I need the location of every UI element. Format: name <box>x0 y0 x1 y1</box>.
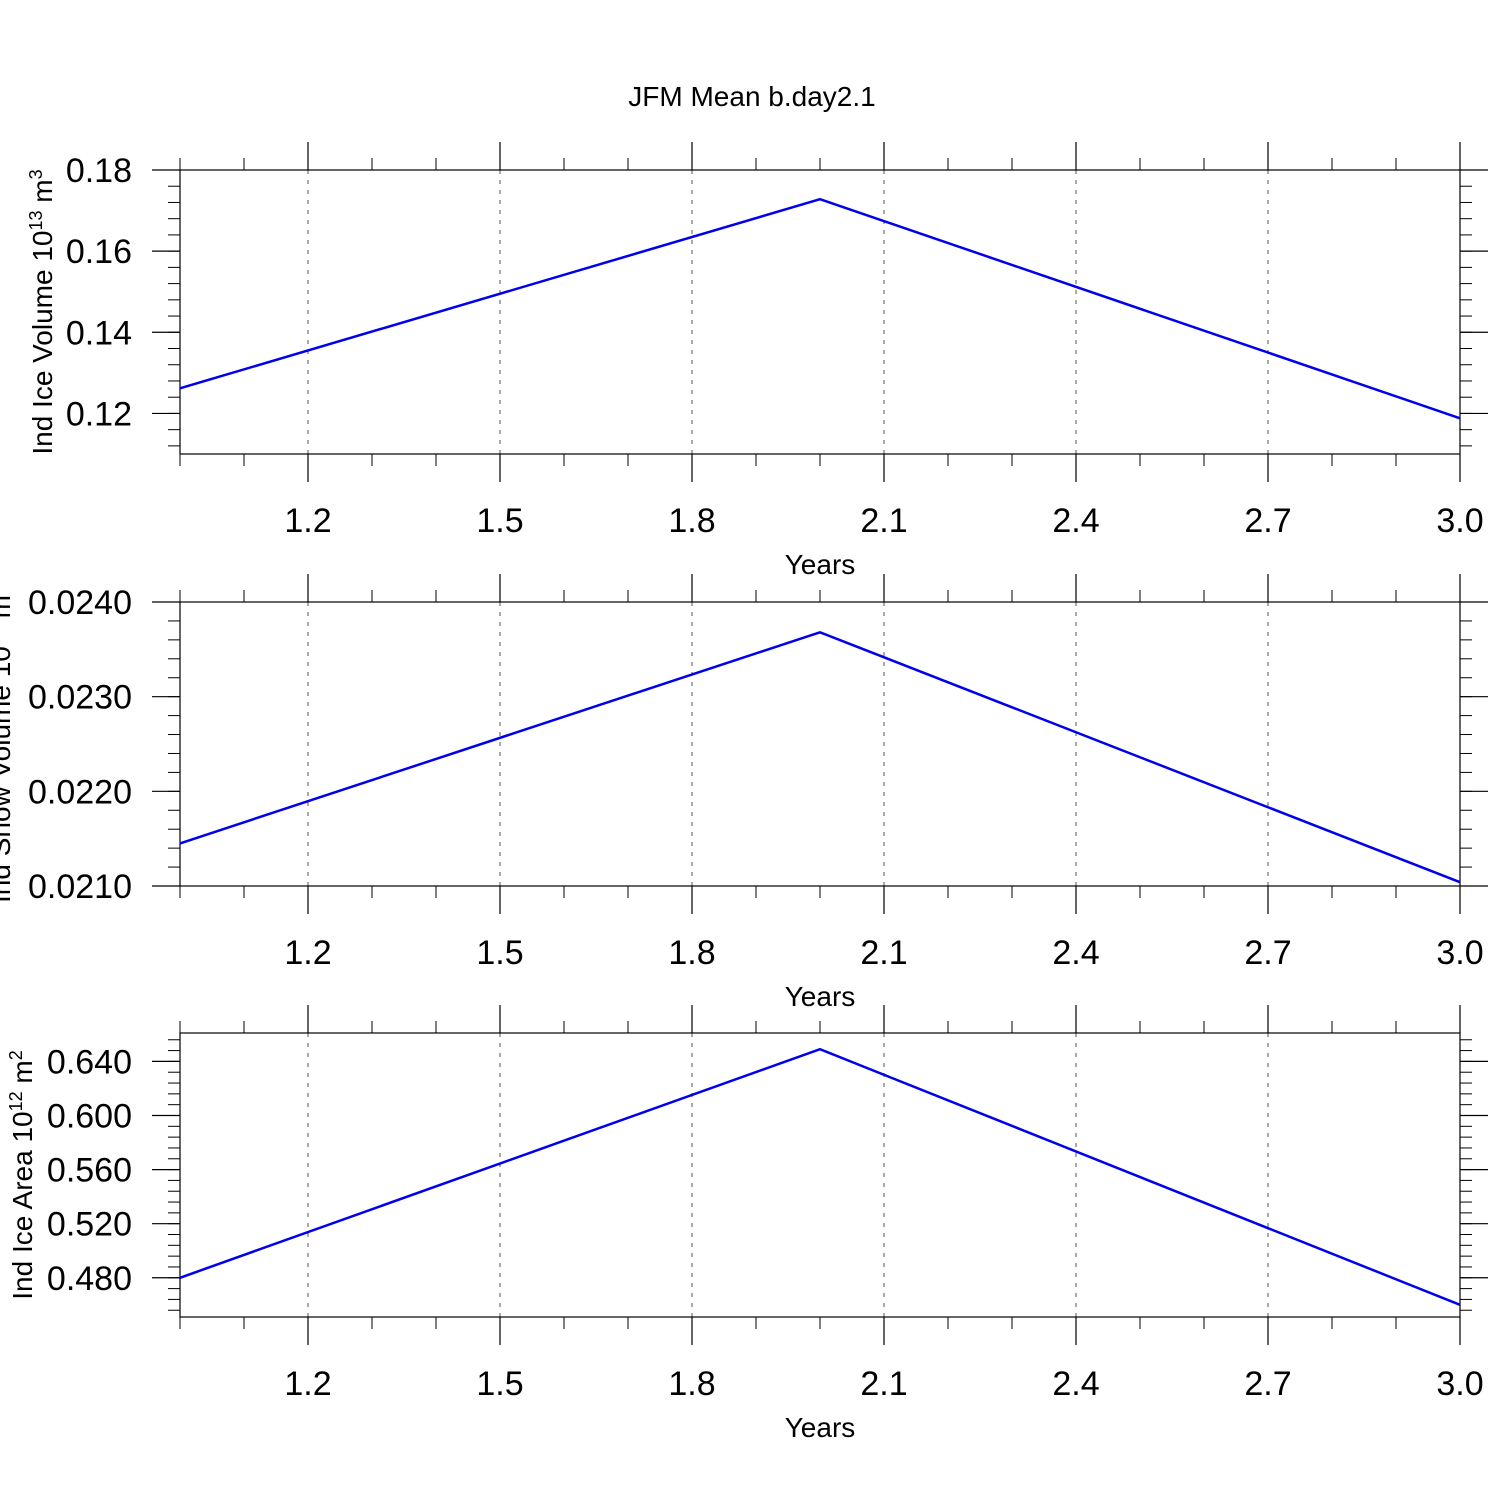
panel-ice-volume: 1.2 1.5 1.8 2.1 2.4 2.7 3.0 0.12 0.14 0.16 0.18 Yea… <box>26 142 1488 580</box>
x-tick-label: 2.7 <box>1244 502 1291 540</box>
y-tick-label: 0.0220 <box>28 773 132 811</box>
y-axis-title-unit: m <box>7 1060 38 1091</box>
x-tick-label: 2.7 <box>1244 934 1291 972</box>
y-axis-title-exponent: 12 <box>6 1091 26 1111</box>
x-tick-label: 2.1 <box>860 502 907 540</box>
y-tick-label: 0.18 <box>66 152 132 190</box>
x-tick-label: 1.8 <box>668 502 715 540</box>
y-axis-title-base: Ind Ice Area 10 <box>7 1111 38 1299</box>
y-axis-title-exponent: 13 <box>26 210 46 230</box>
y-axis-title: Ind Ice Volume 1013 m3 <box>26 169 58 454</box>
y-axis-title-unit-exponent: 2 <box>6 1050 26 1060</box>
y-tick-label: 0.16 <box>66 233 132 271</box>
y-axis-title: Ind Snow Volume 1013 m3 <box>0 585 16 903</box>
x-tick-label: 3.0 <box>1436 1365 1483 1403</box>
x-tick-label: 1.2 <box>284 1365 331 1403</box>
x-tick-label: 3.0 <box>1436 502 1483 540</box>
figure-title: JFM Mean b.day2.1 <box>628 81 875 112</box>
x-tick-label: 1.2 <box>284 502 331 540</box>
x-tick-label: 2.4 <box>1052 934 1099 972</box>
y-tick-label: 0.0210 <box>28 868 132 906</box>
y-tick-label: 0.640 <box>47 1043 132 1081</box>
series-line <box>179 1047 1461 1306</box>
y-tick-label: 0.14 <box>66 314 132 352</box>
y-axis-title-base: Ind Snow Volume 10 <box>0 646 16 903</box>
y-tick-label: 0.12 <box>66 395 132 433</box>
panel-ice-area: 1.2 1.5 1.8 2.1 2.4 2.7 3.0 0.480 0.520 0.560 0.60… <box>6 1005 1488 1443</box>
y-tick-label: 0.480 <box>47 1260 132 1298</box>
x-tick-label: 2.1 <box>860 934 907 972</box>
y-axis-title: Ind Ice Area 1012 m2 <box>6 1050 38 1300</box>
x-tick-label: 1.2 <box>284 934 331 972</box>
x-tick-label: 2.4 <box>1052 1365 1099 1403</box>
x-tick-label: 3.0 <box>1436 934 1483 972</box>
y-axis-title-exponent: 13 <box>0 626 4 646</box>
y-axis-title-unit: m <box>0 595 16 626</box>
x-tick-label: 1.5 <box>476 934 523 972</box>
x-tick-label: 2.1 <box>860 1365 907 1403</box>
x-tick-label: 1.8 <box>668 934 715 972</box>
y-tick-label: 0.0230 <box>28 679 132 717</box>
x-axis-title: Years <box>785 981 856 1012</box>
x-tick-label: 1.5 <box>476 1365 523 1403</box>
y-tick-label: 0.560 <box>47 1152 132 1190</box>
x-tick-label: 1.8 <box>668 1365 715 1403</box>
y-axis-title-base: Ind Ice Volume 10 <box>27 231 58 455</box>
y-tick-label: 0.0240 <box>28 584 132 622</box>
y-tick-label: 0.520 <box>47 1206 132 1244</box>
y-axis-title-unit: m <box>27 179 58 210</box>
y-axis-title-unit-exponent: 3 <box>26 169 46 179</box>
series-line <box>179 197 1461 420</box>
y-tick-label: 0.600 <box>47 1097 132 1135</box>
x-tick-label: 2.4 <box>1052 502 1099 540</box>
x-tick-label: 1.5 <box>476 502 523 540</box>
panel-snow-volume: 1.2 1.5 1.8 2.1 2.4 2.7 3.0 0.0210 0.0220 0.0230 0… <box>0 574 1488 1012</box>
series-line <box>179 630 1461 884</box>
x-tick-label: 2.7 <box>1244 1365 1291 1403</box>
x-axis-title: Years <box>785 549 856 580</box>
y-axis-title-unit-exponent: 3 <box>0 585 4 595</box>
x-axis-title: Years <box>785 1412 856 1443</box>
